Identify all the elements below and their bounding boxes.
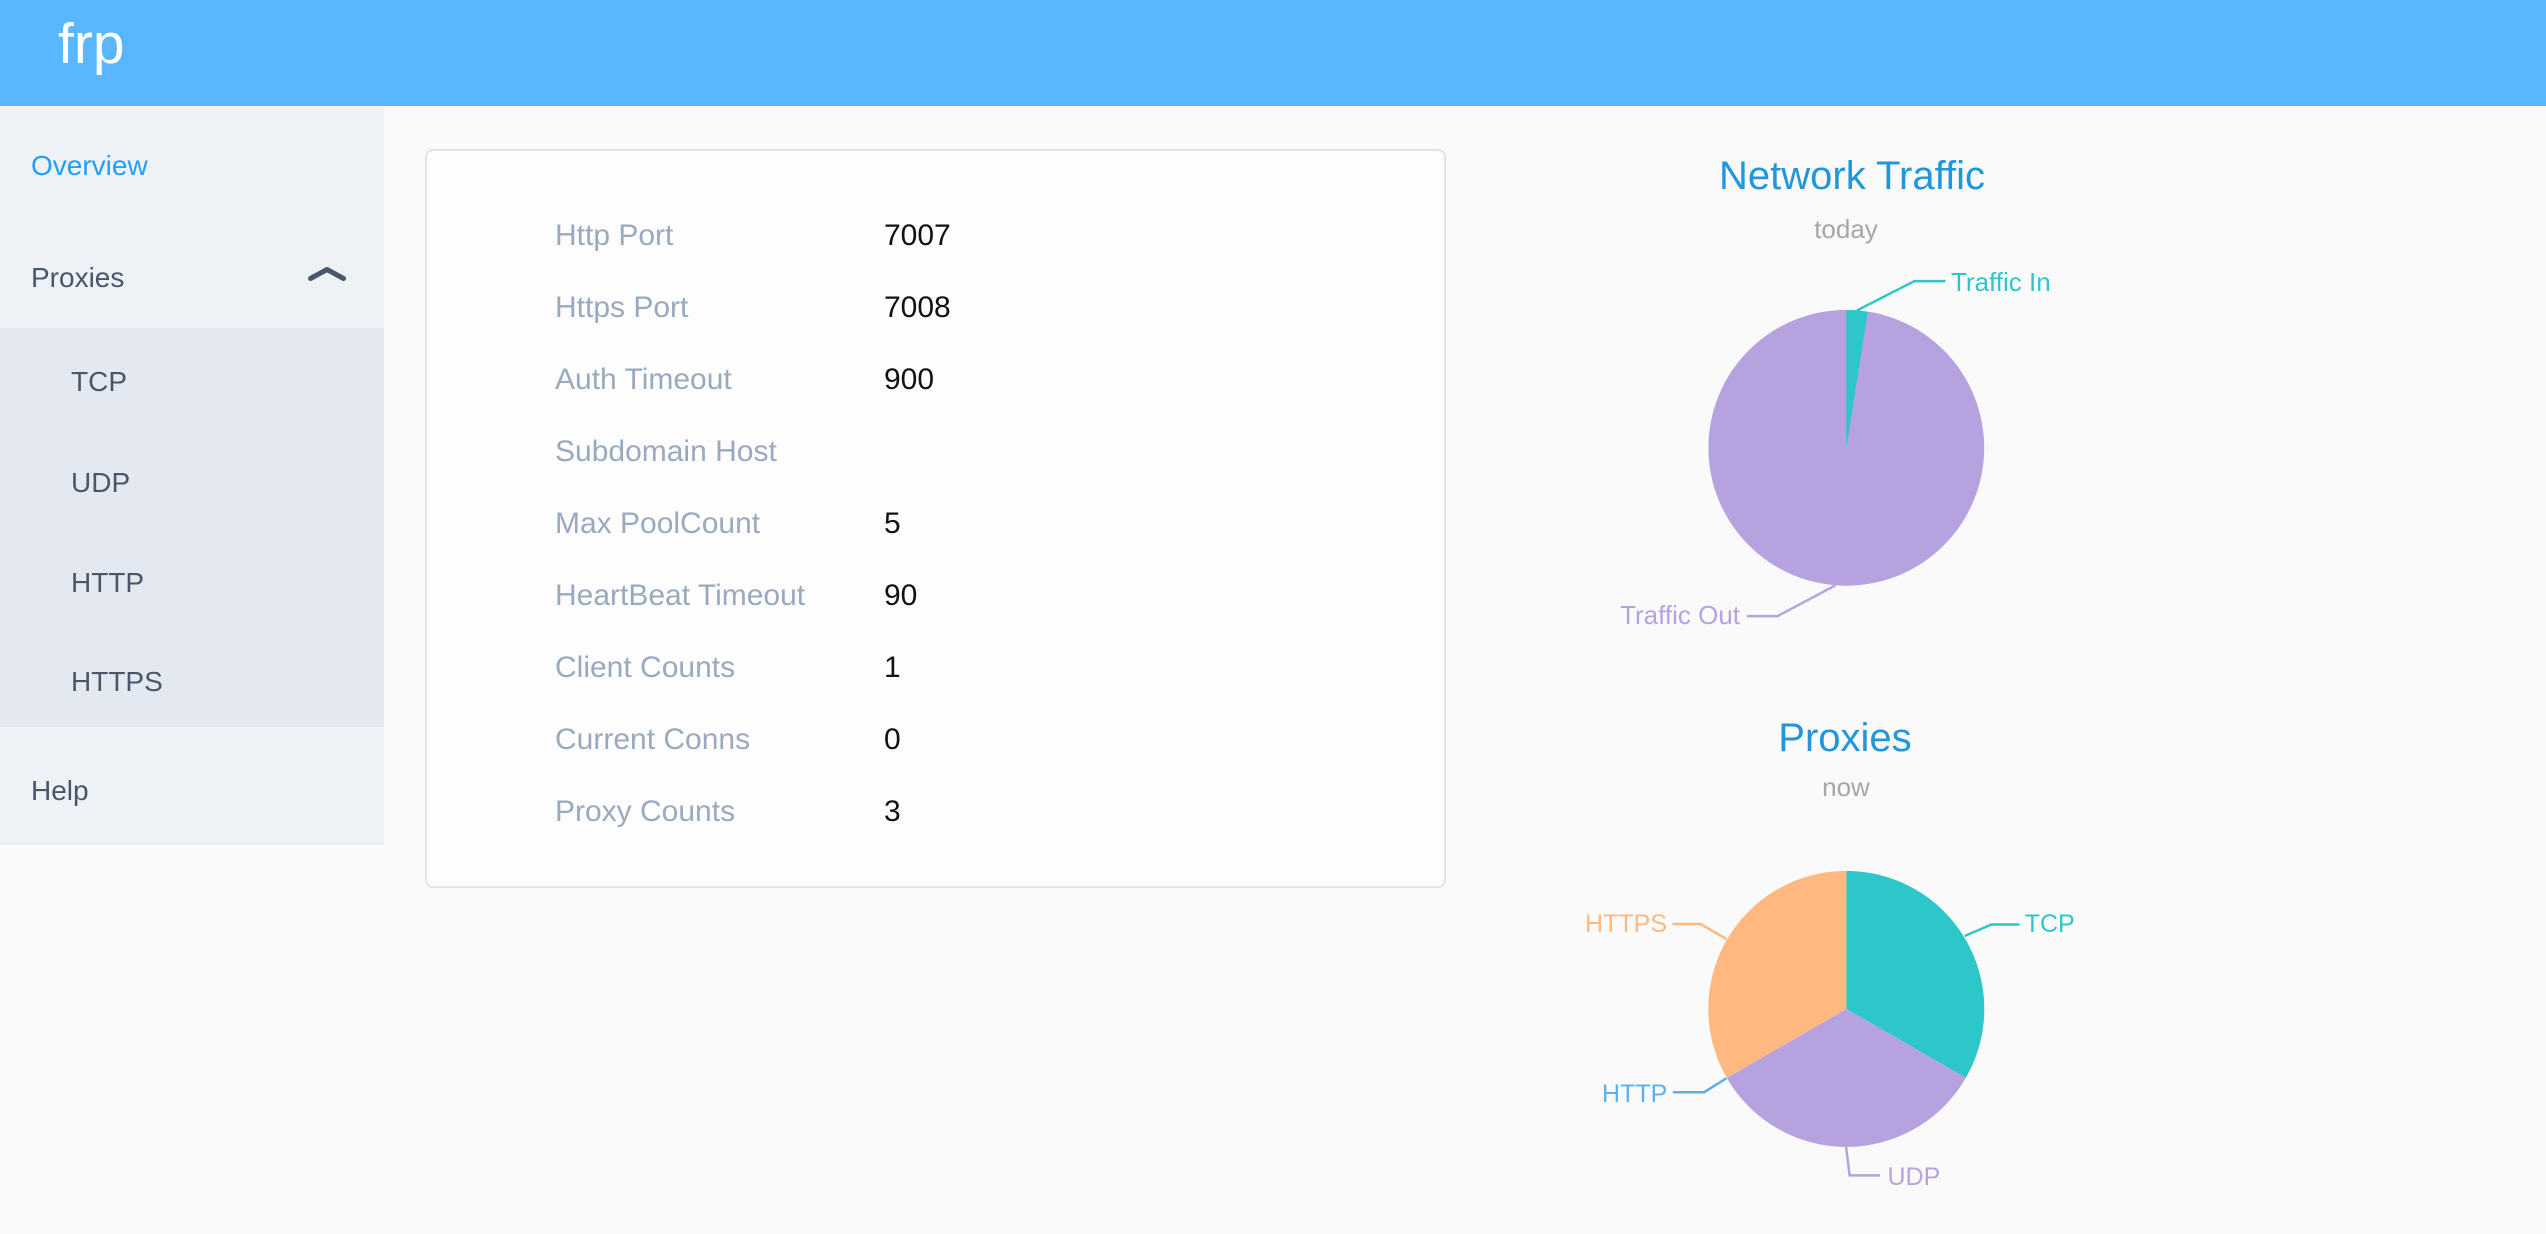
svg-text:HTTP: HTTP xyxy=(1602,1080,1667,1108)
svg-text:today: today xyxy=(1814,214,1878,244)
svg-text:Traffic In: Traffic In xyxy=(1951,267,2051,297)
svg-text:Traffic Out: Traffic Out xyxy=(1620,600,1741,630)
svg-text:Network Traffic: Network Traffic xyxy=(1719,154,1985,198)
svg-text:UDP: UDP xyxy=(1888,1163,1941,1191)
svg-text:TCP: TCP xyxy=(2025,910,2075,938)
svg-text:HTTPS: HTTPS xyxy=(1585,910,1667,938)
svg-text:Proxies: Proxies xyxy=(1778,716,1911,760)
svg-text:now: now xyxy=(1822,772,1870,802)
